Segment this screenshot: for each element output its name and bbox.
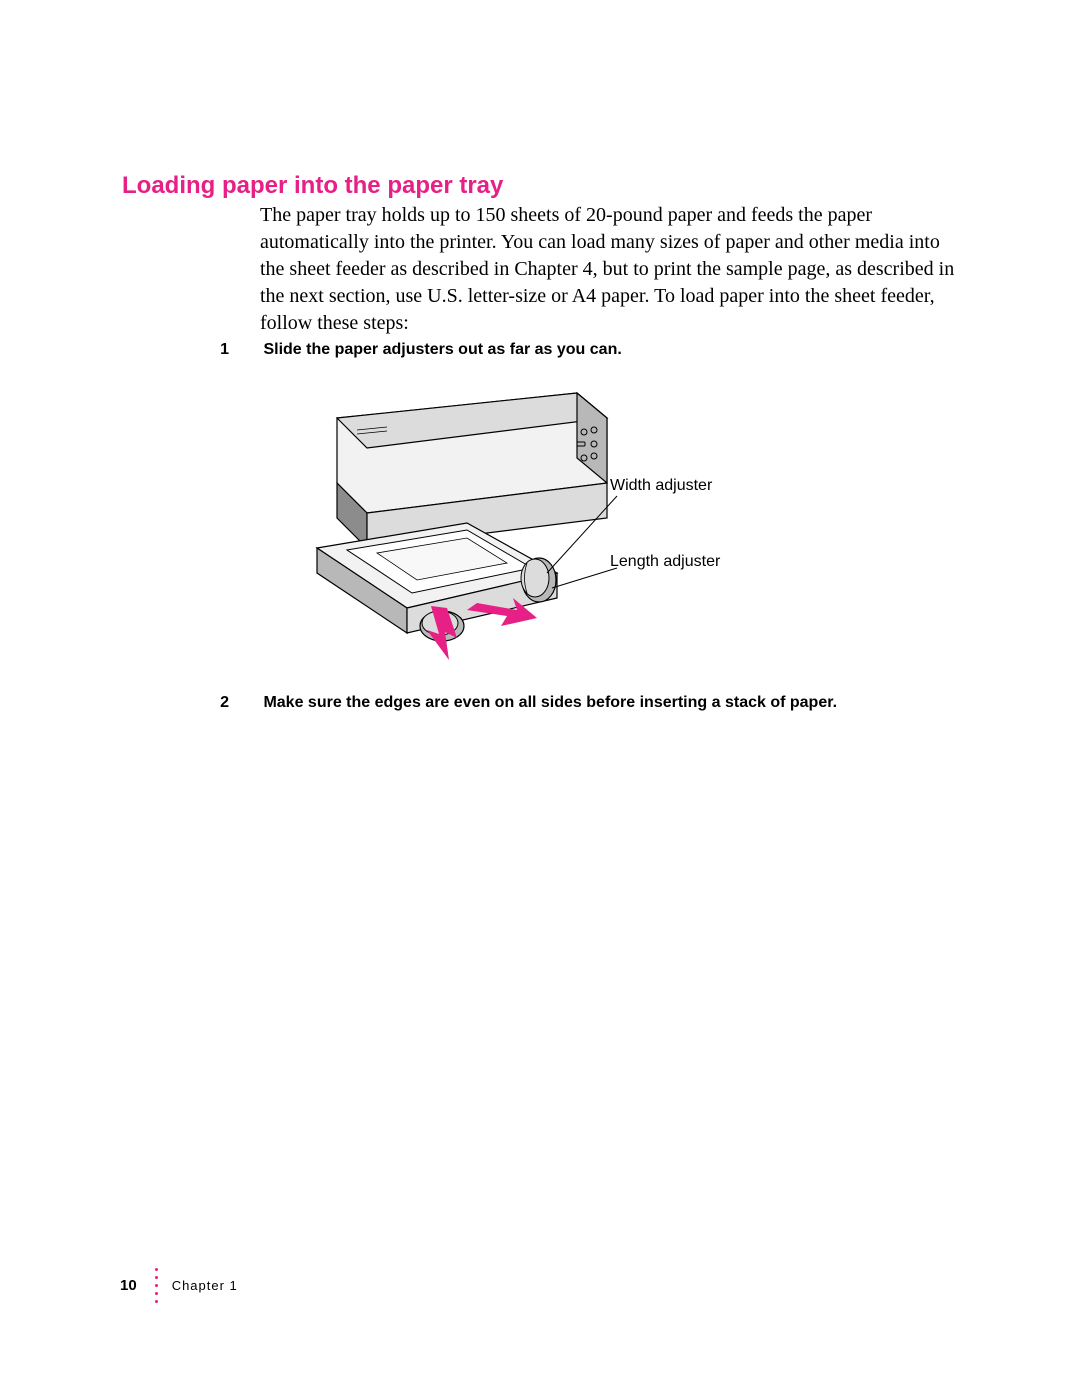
step-1: 1 Slide the paper adjusters out as far a… [213,341,622,359]
step-2-text: Make sure the edges are even on all side… [263,694,837,711]
section-heading: Loading paper into the paper tray [122,172,503,200]
step-1-number: 1 [213,341,229,359]
step-2: 2 Make sure the edges are even on all si… [213,694,837,712]
step-2-number: 2 [213,694,229,712]
page-footer: 10 Chapter 1 [120,1268,238,1303]
step-1-text: Slide the paper adjusters out as far as … [263,341,621,358]
page-number: 10 [120,1277,137,1294]
footer-dots-icon [155,1268,158,1303]
intro-paragraph: The paper tray holds up to 150 sheets of… [260,202,960,337]
label-length-adjuster: Length adjuster [610,553,720,571]
chapter-label: Chapter 1 [172,1278,238,1293]
page: Loading paper into the paper tray The pa… [0,0,1080,1397]
label-width-adjuster: Width adjuster [610,477,712,495]
printer-figure [277,378,737,683]
